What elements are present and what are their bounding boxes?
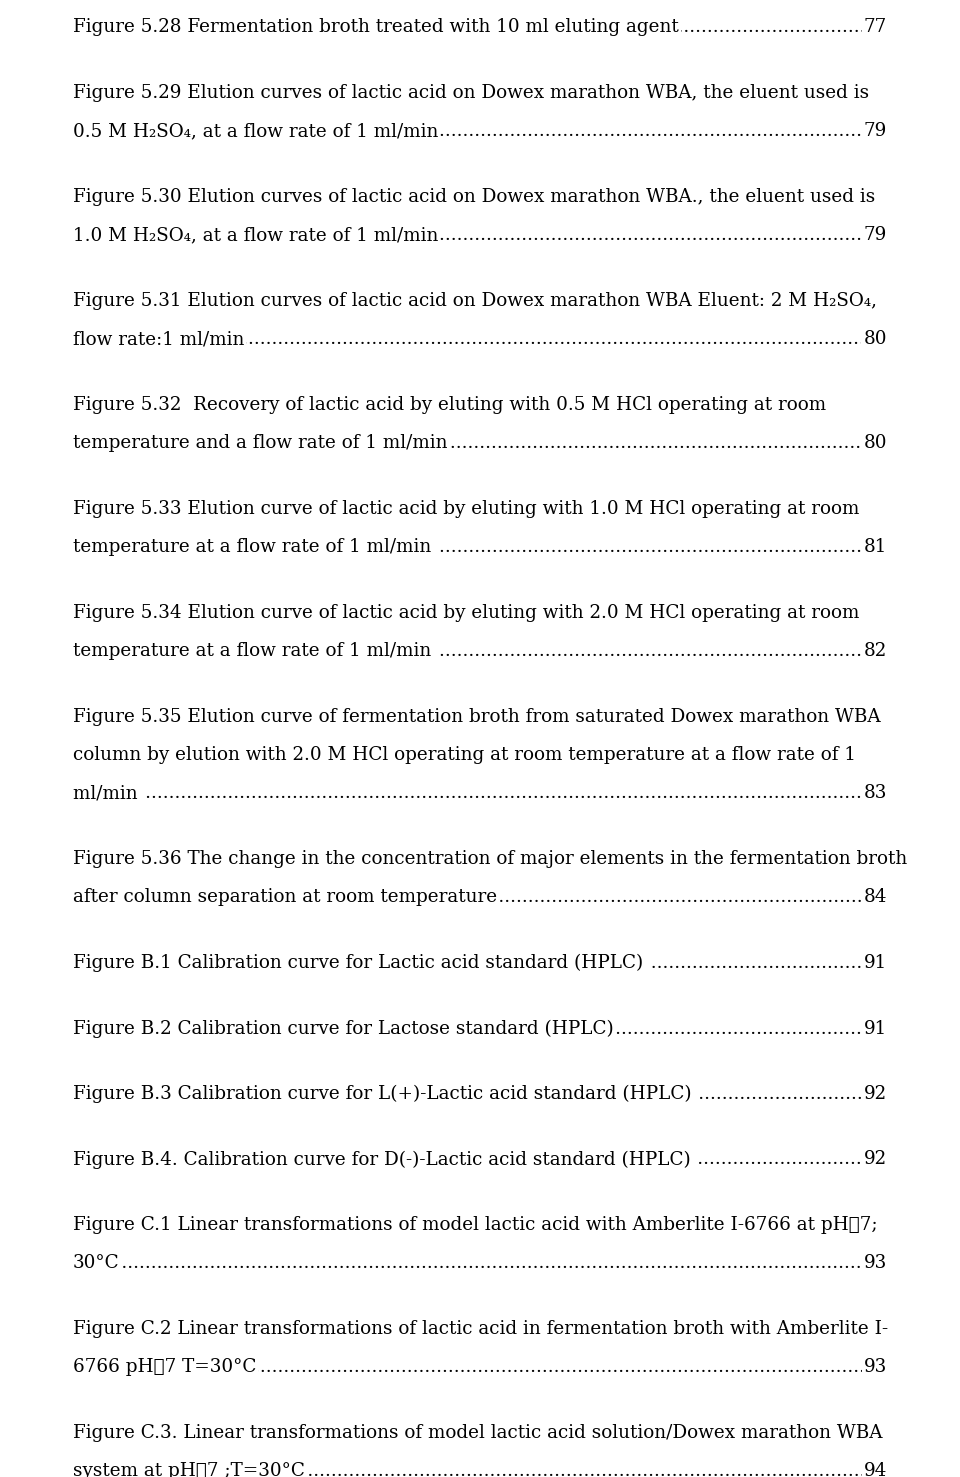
Text: 79: 79 <box>864 123 887 140</box>
Text: Figure 5.33 Elution curve of lactic acid by eluting with 1.0 M HCl operating at : Figure 5.33 Elution curve of lactic acid… <box>73 499 859 517</box>
Text: ................................................................................: ........................................… <box>62 538 960 555</box>
Text: Figure 5.30 Elution curves of lactic acid on Dowex marathon WBA., the eluent use: Figure 5.30 Elution curves of lactic aci… <box>73 188 876 205</box>
Text: ................................................................................: ........................................… <box>193 1151 960 1168</box>
Text: 81: 81 <box>864 538 887 555</box>
Text: Figure 5.29 Elution curves of lactic acid on Dowex marathon WBA, the eluent used: Figure 5.29 Elution curves of lactic aci… <box>73 84 869 102</box>
Text: 92: 92 <box>864 1151 887 1168</box>
Text: ................................................................................: ........................................… <box>0 1359 960 1377</box>
Text: ................................................................................: ........................................… <box>63 226 960 244</box>
Text: Figure 5.35 Elution curve of fermentation broth from saturated Dowex marathon WB: Figure 5.35 Elution curve of fermentatio… <box>73 707 880 725</box>
Text: Figure C.3. Linear transformations of model lactic acid solution/Dowex marathon : Figure C.3. Linear transformations of mo… <box>73 1424 882 1442</box>
Text: Figure 5.28 Fermentation broth treated with 10 ml eluting agent: Figure 5.28 Fermentation broth treated w… <box>73 18 679 35</box>
Text: 80: 80 <box>863 434 887 452</box>
Text: 82: 82 <box>864 642 887 660</box>
Text: ................................................................................: ........................................… <box>93 889 960 907</box>
Text: 92: 92 <box>864 1086 887 1103</box>
Text: Figure 5.32  Recovery of lactic acid by eluting with 0.5 M HCl operating at room: Figure 5.32 Recovery of lactic acid by e… <box>73 396 827 414</box>
Text: Figure B.2 Calibration curve for Lactose standard (HPLC): Figure B.2 Calibration curve for Lactose… <box>73 1019 613 1038</box>
Text: temperature and a flow rate of 1 ml/min: temperature and a flow rate of 1 ml/min <box>73 434 447 452</box>
Text: 83: 83 <box>864 784 887 802</box>
Text: ................................................................................: ........................................… <box>0 1462 960 1477</box>
Text: 93: 93 <box>864 1254 887 1273</box>
Text: ................................................................................: ........................................… <box>183 18 960 35</box>
Text: 94: 94 <box>864 1462 887 1477</box>
Text: ................................................................................: ........................................… <box>63 123 960 140</box>
Text: 1.0 M H₂SO₄, at a flow rate of 1 ml/min: 1.0 M H₂SO₄, at a flow rate of 1 ml/min <box>73 226 439 244</box>
Text: temperature at a flow rate of 1 ml/min: temperature at a flow rate of 1 ml/min <box>73 538 437 555</box>
Text: 77: 77 <box>864 18 887 35</box>
Text: Figure C.1 Linear transformations of model lactic acid with Amberlite I-6766 at : Figure C.1 Linear transformations of mod… <box>73 1216 877 1233</box>
Text: ................................................................................: ........................................… <box>193 1086 960 1103</box>
Text: 6766 pH≧7 T=30°C: 6766 pH≧7 T=30°C <box>73 1359 256 1377</box>
Text: ................................................................................: ........................................… <box>0 784 960 802</box>
Text: ................................................................................: ........................................… <box>169 954 960 972</box>
Text: ................................................................................: ........................................… <box>0 329 960 349</box>
Text: Figure 5.36 The change in the concentration of major elements in the fermentatio: Figure 5.36 The change in the concentrat… <box>73 849 907 868</box>
Text: 91: 91 <box>864 1019 887 1037</box>
Text: ................................................................................: ........................................… <box>152 1019 960 1037</box>
Text: flow rate:1 ml/min: flow rate:1 ml/min <box>73 329 245 349</box>
Text: after column separation at room temperature: after column separation at room temperat… <box>73 889 497 907</box>
Text: Figure B.1 Calibration curve for Lactic acid standard (HPLC): Figure B.1 Calibration curve for Lactic … <box>73 954 649 972</box>
Text: 0.5 M H₂SO₄, at a flow rate of 1 ml/min: 0.5 M H₂SO₄, at a flow rate of 1 ml/min <box>73 123 439 140</box>
Text: ml/min: ml/min <box>73 784 143 802</box>
Text: column by elution with 2.0 M HCl operating at room temperature at a flow rate of: column by elution with 2.0 M HCl operati… <box>73 746 856 764</box>
Text: ................................................................................: ........................................… <box>0 1254 960 1273</box>
Text: Figure 5.34 Elution curve of lactic acid by eluting with 2.0 M HCl operating at : Figure 5.34 Elution curve of lactic acid… <box>73 604 859 622</box>
Text: 91: 91 <box>864 954 887 972</box>
Text: 84: 84 <box>863 889 887 907</box>
Text: temperature at a flow rate of 1 ml/min: temperature at a flow rate of 1 ml/min <box>73 642 437 660</box>
Text: 79: 79 <box>864 226 887 244</box>
Text: 80: 80 <box>863 329 887 349</box>
Text: ................................................................................: ........................................… <box>68 434 960 452</box>
Text: Figure B.4. Calibration curve for D(-)-Lactic acid standard (HPLC): Figure B.4. Calibration curve for D(-)-L… <box>73 1151 697 1168</box>
Text: 93: 93 <box>864 1359 887 1377</box>
Text: Figure 5.31 Elution curves of lactic acid on Dowex marathon WBA Eluent: 2 M H₂SO: Figure 5.31 Elution curves of lactic aci… <box>73 291 877 310</box>
Text: 30°C: 30°C <box>73 1254 120 1273</box>
Text: system at pH≧7 ;T=30°C: system at pH≧7 ;T=30°C <box>73 1462 305 1477</box>
Text: Figure B.3 Calibration curve for L(+)-Lactic acid standard (HPLC): Figure B.3 Calibration curve for L(+)-La… <box>73 1086 698 1103</box>
Text: ................................................................................: ........................................… <box>63 642 960 660</box>
Text: Figure C.2 Linear transformations of lactic acid in fermentation broth with Ambe: Figure C.2 Linear transformations of lac… <box>73 1320 888 1338</box>
